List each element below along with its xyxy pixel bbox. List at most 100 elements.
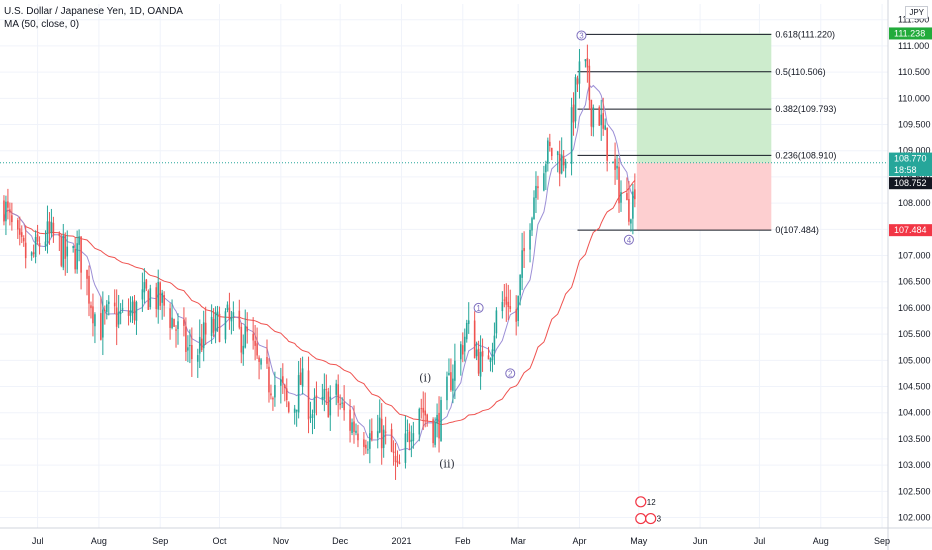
- candle[interactable]: [135, 302, 138, 321]
- candle[interactable]: [7, 201, 9, 208]
- candle[interactable]: [602, 113, 605, 129]
- candle[interactable]: [3, 200, 5, 222]
- candle[interactable]: [254, 340, 256, 346]
- candle[interactable]: [420, 408, 423, 410]
- candle[interactable]: [52, 222, 55, 236]
- candle[interactable]: [335, 383, 338, 395]
- currency-label[interactable]: JPY: [905, 6, 928, 19]
- candle[interactable]: [64, 234, 67, 259]
- candle[interactable]: [280, 379, 282, 386]
- candle[interactable]: [46, 221, 49, 242]
- candle[interactable]: [408, 431, 411, 443]
- candle[interactable]: [616, 165, 618, 169]
- candle[interactable]: [285, 388, 288, 401]
- candle[interactable]: [145, 279, 148, 289]
- candle[interactable]: [44, 241, 47, 247]
- candle[interactable]: [357, 433, 359, 441]
- candle[interactable]: [556, 151, 559, 156]
- candle[interactable]: [252, 333, 254, 341]
- candle[interactable]: [187, 347, 189, 351]
- candle[interactable]: [487, 355, 490, 360]
- candle[interactable]: [440, 400, 442, 442]
- candle[interactable]: [216, 311, 219, 315]
- candle[interactable]: [143, 282, 146, 293]
- candle[interactable]: [100, 313, 102, 340]
- candle[interactable]: [131, 301, 134, 314]
- candle[interactable]: [590, 99, 593, 127]
- candle[interactable]: [107, 301, 110, 305]
- candle[interactable]: [295, 409, 298, 412]
- profit-target-zone[interactable]: [636, 33, 772, 163]
- symbol-title[interactable]: U.S. Dollar / Japanese Yen, 1D, OANDA: [4, 6, 183, 17]
- candle[interactable]: [450, 372, 452, 391]
- candle[interactable]: [147, 290, 150, 310]
- candle[interactable]: [204, 322, 207, 335]
- candle[interactable]: [369, 433, 371, 449]
- candle[interactable]: [196, 355, 199, 362]
- candle[interactable]: [363, 439, 365, 447]
- candle[interactable]: [214, 312, 217, 331]
- candle[interactable]: [171, 317, 173, 328]
- candle[interactable]: [446, 376, 448, 401]
- candle[interactable]: [244, 326, 247, 348]
- candle[interactable]: [434, 422, 436, 445]
- candle[interactable]: [282, 376, 284, 383]
- candle[interactable]: [467, 320, 470, 325]
- candle[interactable]: [533, 197, 535, 220]
- candle[interactable]: [268, 366, 270, 393]
- candle[interactable]: [76, 243, 78, 270]
- candle[interactable]: [612, 161, 614, 163]
- candle[interactable]: [232, 312, 235, 317]
- candle[interactable]: [323, 388, 326, 400]
- candle[interactable]: [9, 209, 11, 213]
- candle[interactable]: [202, 322, 205, 349]
- candle[interactable]: [32, 252, 35, 255]
- candle[interactable]: [163, 295, 165, 306]
- candle[interactable]: [185, 326, 187, 352]
- candle[interactable]: [121, 308, 124, 310]
- ma50-line[interactable]: [3, 179, 636, 426]
- candle[interactable]: [614, 158, 616, 170]
- candle[interactable]: [58, 233, 61, 236]
- candle[interactable]: [228, 307, 231, 319]
- candle[interactable]: [550, 147, 553, 157]
- candle[interactable]: [572, 104, 575, 123]
- candle[interactable]: [521, 250, 523, 278]
- candle[interactable]: [412, 433, 415, 442]
- candle[interactable]: [367, 449, 369, 451]
- candle[interactable]: [141, 289, 144, 300]
- candle[interactable]: [491, 349, 494, 361]
- candle[interactable]: [501, 302, 504, 312]
- candle[interactable]: [78, 236, 80, 245]
- candle[interactable]: [16, 220, 19, 230]
- candle[interactable]: [396, 460, 399, 463]
- candle[interactable]: [378, 417, 381, 433]
- candle[interactable]: [620, 192, 622, 203]
- event-marker[interactable]: [645, 512, 657, 525]
- candle[interactable]: [353, 421, 355, 432]
- candle[interactable]: [547, 140, 549, 164]
- candle[interactable]: [226, 304, 229, 311]
- candle[interactable]: [574, 77, 577, 122]
- candle[interactable]: [452, 378, 454, 391]
- candle[interactable]: [626, 193, 628, 201]
- candle[interactable]: [169, 308, 171, 328]
- candle[interactable]: [94, 314, 96, 327]
- candle[interactable]: [543, 173, 545, 191]
- candle[interactable]: [5, 201, 7, 222]
- candle[interactable]: [365, 444, 367, 449]
- candle[interactable]: [30, 252, 33, 256]
- candle[interactable]: [309, 416, 312, 418]
- candle[interactable]: [461, 345, 464, 355]
- candle[interactable]: [380, 418, 383, 449]
- candle[interactable]: [113, 302, 116, 307]
- candle[interactable]: [20, 232, 23, 237]
- candle[interactable]: [246, 326, 249, 332]
- price-axis-tag[interactable]: [889, 224, 932, 237]
- candle[interactable]: [477, 348, 480, 374]
- candle[interactable]: [349, 409, 351, 431]
- candle[interactable]: [60, 236, 63, 266]
- candle[interactable]: [376, 431, 379, 438]
- candle[interactable]: [454, 360, 456, 381]
- candle[interactable]: [86, 270, 88, 279]
